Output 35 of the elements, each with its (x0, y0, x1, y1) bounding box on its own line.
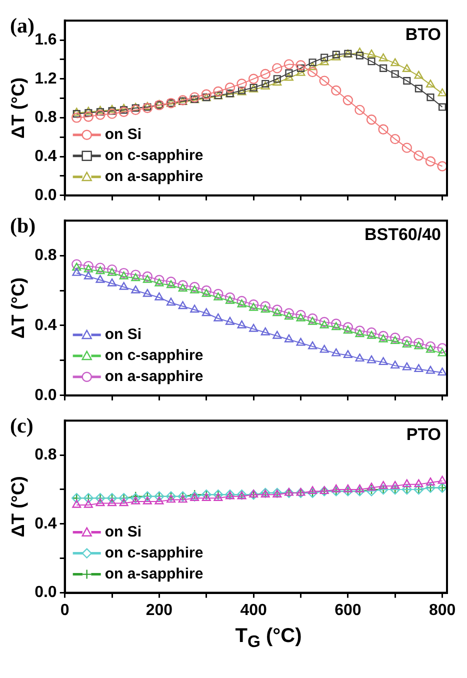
legend-label: on c-sapphire (104, 147, 204, 164)
y-axis-title: ΔT (°C) (8, 277, 28, 339)
x-tick-label: 800 (428, 602, 456, 619)
legend-label: on Si (104, 326, 142, 344)
legend-label: on c-sapphire (104, 544, 204, 562)
y-tick-label: 0.0 (34, 584, 57, 602)
y-axis-title: ΔT (°C) (8, 476, 28, 538)
y-tick-label: 1.2 (34, 70, 57, 88)
legend-label: on a-sapphire (104, 168, 204, 186)
annotation: PTO (406, 424, 441, 444)
x-tick-label: 200 (146, 602, 173, 619)
legend-label: on Si (104, 523, 142, 540)
y-tick-label: 0.4 (34, 316, 57, 334)
legend-label: on Si (104, 126, 142, 144)
y-tick-label: 0.4 (34, 515, 57, 532)
legend-label: on a-sapphire (104, 368, 204, 386)
legend-label: on a-sapphire (104, 565, 204, 582)
chart-title: (a) (10, 14, 34, 38)
annotation: BTO (405, 24, 441, 44)
y-tick-label: 0.4 (34, 148, 57, 165)
annotation: BST60/40 (364, 224, 441, 244)
x-tick-label: 600 (334, 602, 362, 619)
y-tick-label: 0.0 (34, 186, 57, 204)
x-tick-label: 0 (60, 602, 70, 619)
y-tick-label: 0.8 (34, 446, 57, 464)
x-tick-label: 400 (240, 602, 268, 619)
x-axis-title: T$_{G}$ (°C) (234, 625, 303, 652)
y-tick-label: 0.0 (34, 386, 57, 404)
y-tick-label: 0.8 (34, 246, 57, 264)
chart-title: (b) (10, 214, 36, 238)
y-axis-title: ΔT (°C) (8, 77, 28, 139)
chart-title: (c) (10, 414, 34, 438)
y-tick-label: 1.6 (34, 31, 57, 48)
legend-label: on c-sapphire (104, 347, 204, 364)
y-tick-label: 0.8 (34, 109, 57, 126)
